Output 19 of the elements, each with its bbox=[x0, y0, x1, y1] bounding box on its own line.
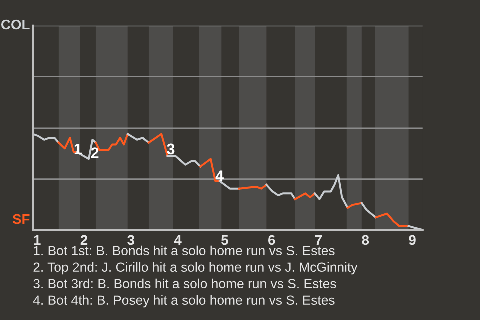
text: 4. Bot 4th: B. Posey hit a solo home run vs S. Estes bbox=[33, 295, 335, 308]
annotation: 1 bbox=[74, 144, 82, 154]
x-tick-label: 2 bbox=[80, 235, 88, 246]
text: COL bbox=[1, 20, 30, 30]
x-tick-label: 7 bbox=[315, 235, 322, 246]
x-tick-label: 8 bbox=[362, 235, 370, 246]
annotation: 4 bbox=[216, 170, 224, 182]
text: 1. Bot 1st: B. Bonds hit a solo home run vs S. Estes bbox=[34, 246, 335, 256]
text: SF bbox=[12, 214, 30, 224]
x-tick-label: 1 bbox=[34, 235, 41, 246]
text: 3. Bot 3rd: B. Bonds hit a solo home run vs S. Estes bbox=[34, 278, 336, 289]
x-tick-label: 5 bbox=[222, 235, 228, 246]
text: 2. Top 2nd: J. Cirillo hit a solo home run vs J. McGinnity bbox=[34, 262, 358, 275]
x-tick-label: 3 bbox=[128, 235, 135, 246]
x-tick-label: 4 bbox=[174, 235, 182, 246]
x-tick-label: 6 bbox=[268, 235, 276, 246]
x-tick-label: 9 bbox=[409, 235, 416, 246]
annotation: 3 bbox=[167, 144, 175, 155]
annotation: 2 bbox=[91, 148, 99, 158]
